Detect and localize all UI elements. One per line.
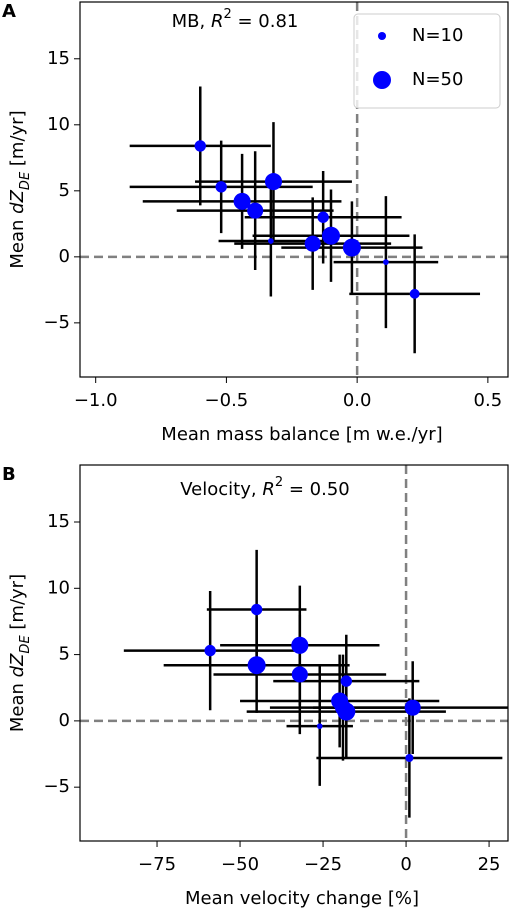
x-tick-label: 25 xyxy=(478,854,501,875)
title-part: Velocity, xyxy=(180,479,262,500)
y-tick-label: 15 xyxy=(47,511,70,532)
point xyxy=(342,238,361,257)
legend: N=10 N=50 xyxy=(353,13,501,109)
y-label-part: dZ xyxy=(7,189,28,213)
y-tick-label: 10 xyxy=(47,114,70,135)
title-part: = 0.50 xyxy=(283,479,350,500)
point xyxy=(291,636,309,654)
y-tick-label: 10 xyxy=(47,577,70,598)
point xyxy=(317,211,329,223)
legend-marker xyxy=(377,31,387,41)
point xyxy=(304,235,321,252)
point xyxy=(316,723,323,730)
x-tick-label: −75 xyxy=(138,854,176,875)
x-axis-label: Mean velocity change [%] xyxy=(185,888,419,909)
point xyxy=(264,173,283,191)
y-axis-label: Mean dZDE [m/yr] xyxy=(7,574,33,732)
plot: −1.0 −0.5 0.0 0.5 −5 0 5 10 15 MB, R2 = 0.81 A Mean… xyxy=(2,1,509,445)
title-part: R xyxy=(211,11,224,32)
title-part: 2 xyxy=(275,475,283,490)
legend-label: N=50 xyxy=(412,69,463,90)
y-label-part: dZ xyxy=(7,653,28,677)
y-label-part: [m/yr] xyxy=(7,574,28,635)
legend-marker xyxy=(373,71,391,89)
y-label-part: [m/yr] xyxy=(7,110,28,171)
y-tick-label: 15 xyxy=(47,48,70,69)
point xyxy=(291,666,308,683)
y-label-part: Mean xyxy=(7,677,28,732)
point xyxy=(405,753,414,763)
chart-title: MB, R2 = 0.81 xyxy=(172,7,299,32)
y-tick-label: 5 xyxy=(59,180,70,201)
y-label-part: DE xyxy=(18,635,33,654)
chart-title: Velocity, R2 = 0.50 xyxy=(180,475,349,500)
point xyxy=(334,699,352,716)
x-tick-label: −25 xyxy=(304,854,342,875)
title-part: 2 xyxy=(223,7,231,22)
title-part: R xyxy=(262,479,275,500)
x-tick-label: −0.5 xyxy=(205,390,249,411)
x-axis-label: Mean mass balance [m w.e./yr] xyxy=(161,424,442,445)
point xyxy=(204,644,216,657)
legend-label: N=10 xyxy=(412,25,463,46)
panel-label: A xyxy=(2,1,16,22)
point xyxy=(194,140,206,152)
plot-area xyxy=(80,2,508,377)
point xyxy=(409,288,420,299)
point xyxy=(340,675,352,687)
y-tick-label: 0 xyxy=(59,710,70,731)
y-label-part: DE xyxy=(18,171,33,190)
point xyxy=(404,699,421,716)
y-tick-label: 5 xyxy=(59,644,70,665)
point xyxy=(247,656,266,675)
title-part: MB, xyxy=(172,11,211,32)
plot-area xyxy=(80,465,508,841)
point xyxy=(268,238,274,244)
point xyxy=(383,259,389,265)
x-tick-label: −1.0 xyxy=(74,390,118,411)
y-axis-label: Mean dZDE [m/yr] xyxy=(7,110,33,268)
point xyxy=(250,603,263,616)
point xyxy=(233,192,251,210)
legend-frame xyxy=(353,13,501,109)
point xyxy=(215,181,227,193)
point xyxy=(247,202,264,219)
title-part: = 0.81 xyxy=(232,11,299,32)
y-tick-label: 0 xyxy=(59,246,70,267)
point xyxy=(321,226,340,245)
axes-frame xyxy=(79,464,509,842)
y-tick-label: −5 xyxy=(43,776,70,797)
y-label-part: Mean xyxy=(7,214,28,269)
x-tick-label: 0.0 xyxy=(343,390,372,411)
axes-frame xyxy=(79,1,509,378)
x-tick-label: 0 xyxy=(400,854,411,875)
y-tick-label: −5 xyxy=(43,312,70,333)
panel-label: B xyxy=(2,464,16,485)
x-tick-label: −50 xyxy=(221,854,259,875)
x-tick-label: 0.5 xyxy=(474,390,503,411)
